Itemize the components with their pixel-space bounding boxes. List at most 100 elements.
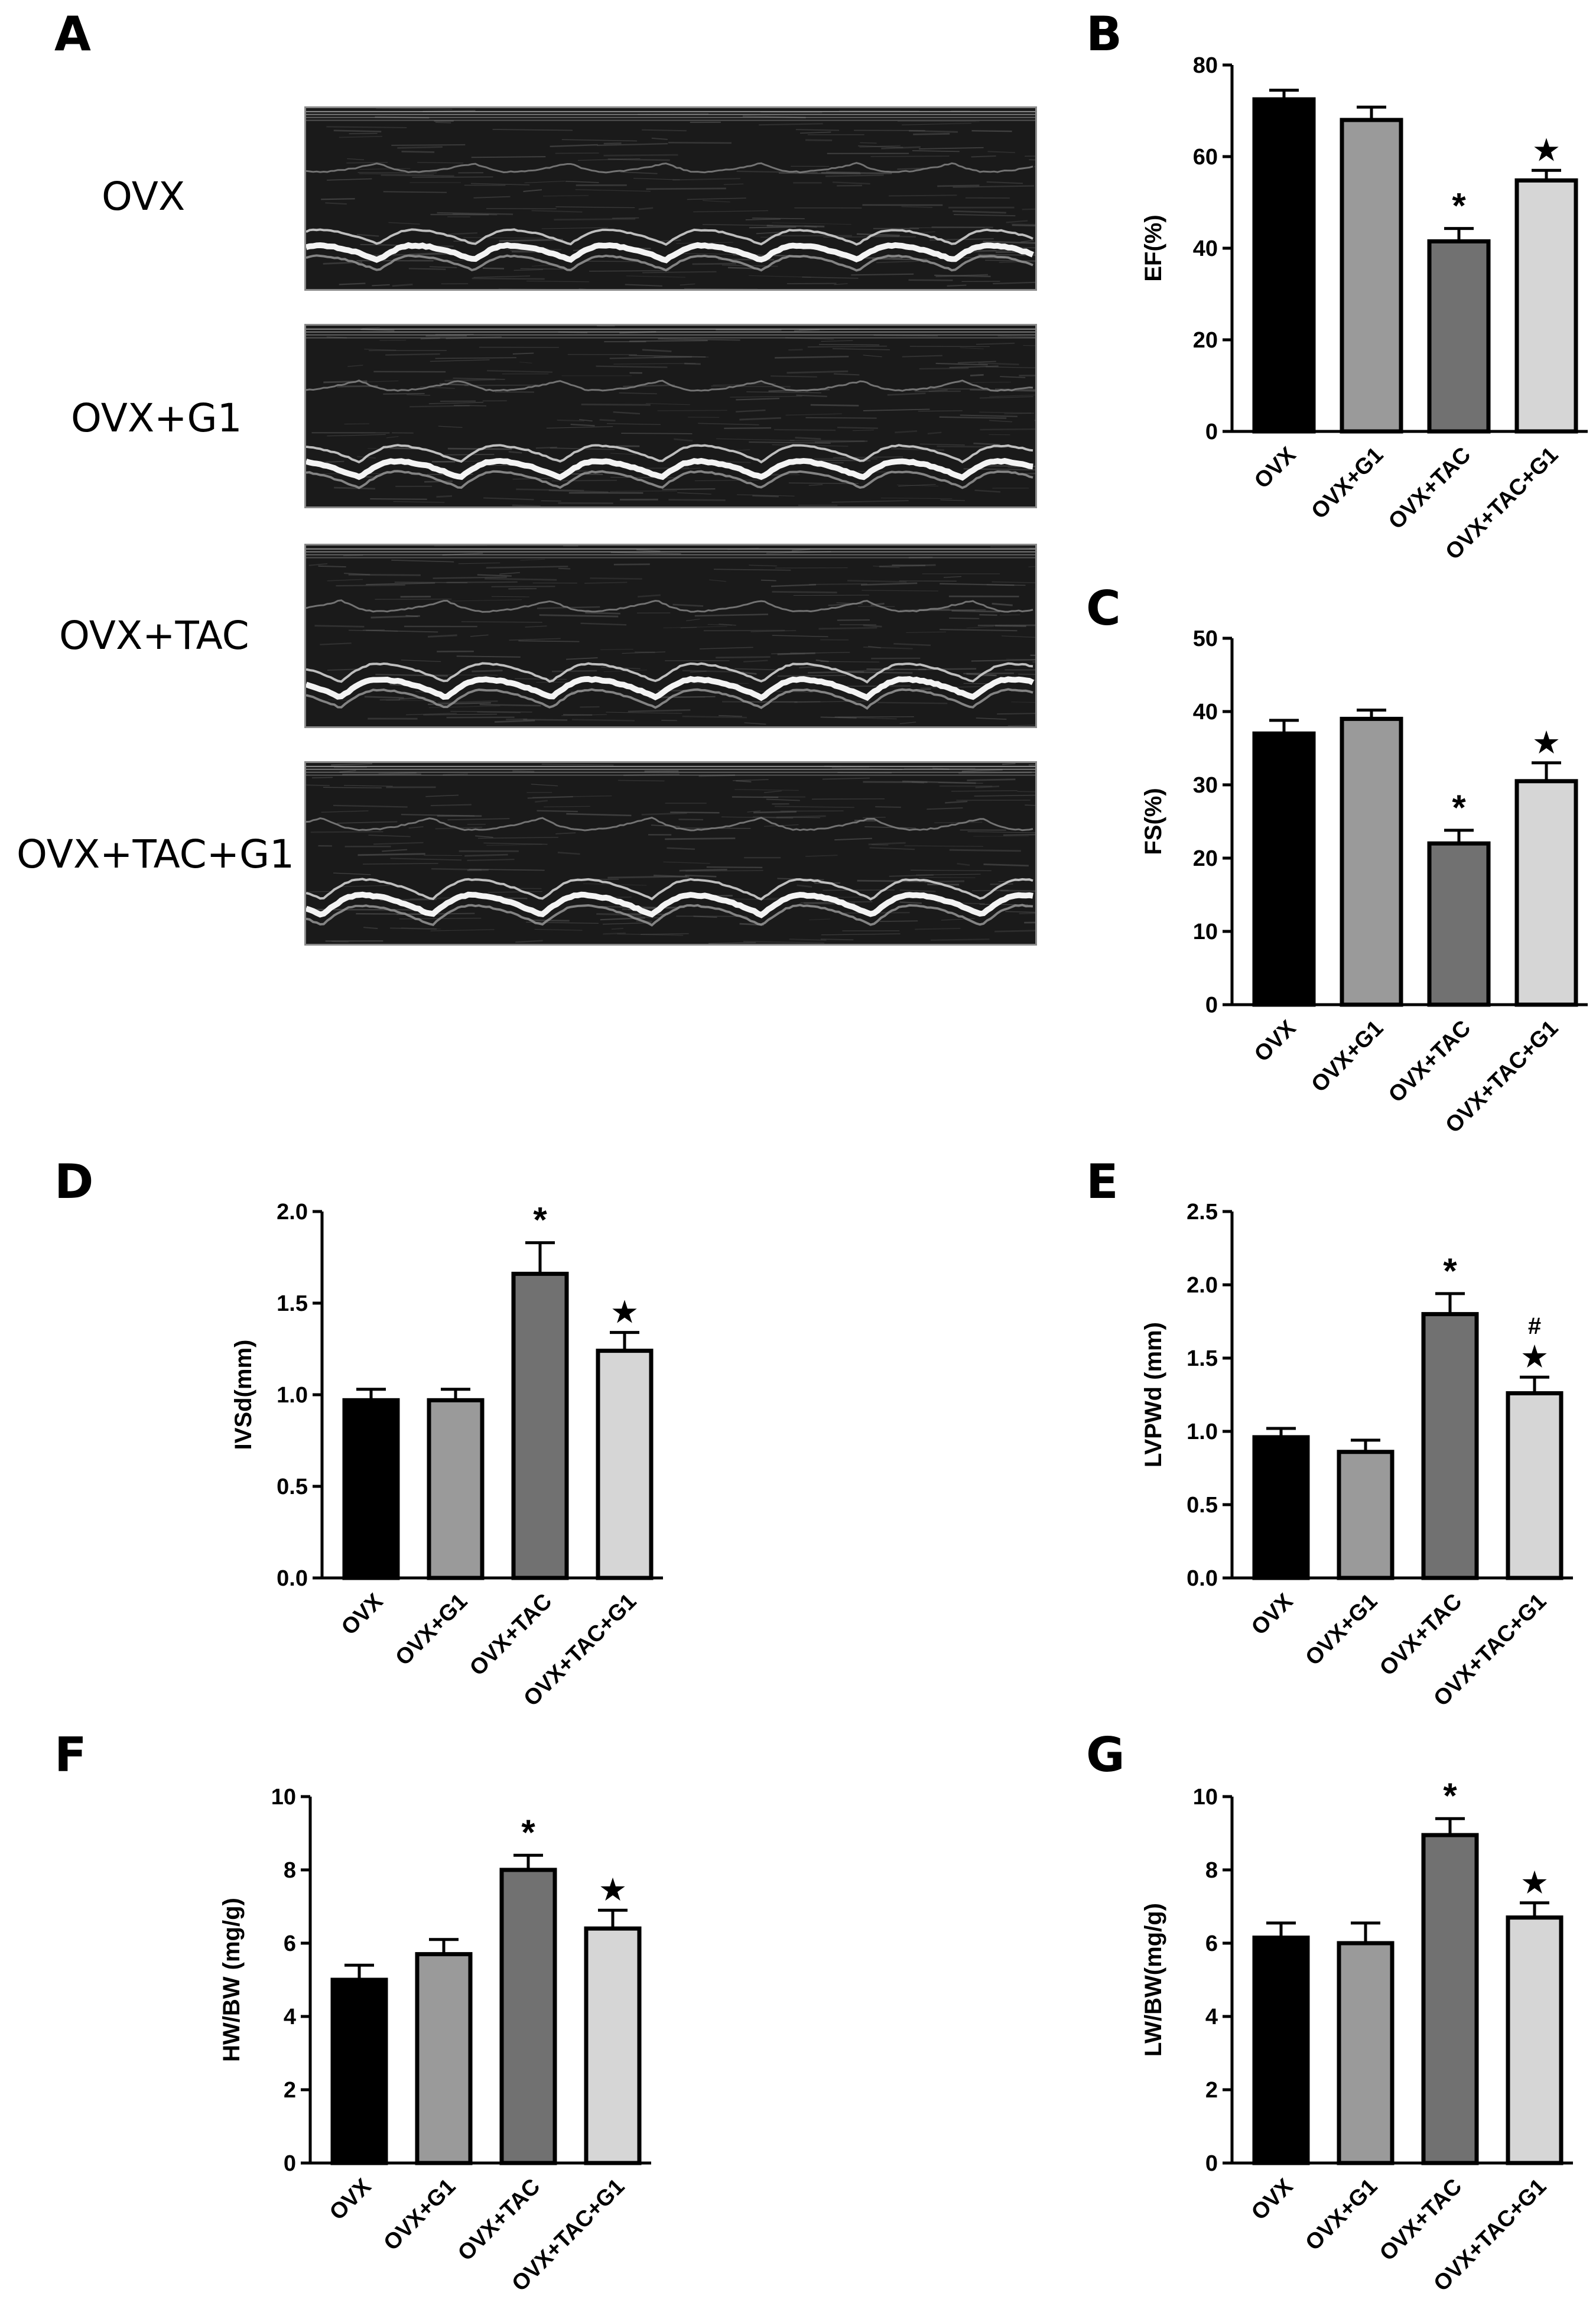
y-tick-label: 0 (1205, 2151, 1218, 2176)
echo-speckle (559, 470, 594, 472)
echo-speckle (340, 885, 391, 887)
echo-speckle (486, 843, 542, 846)
echo-trace-ovx-tac-g1 (306, 763, 1035, 944)
echo-image-ovx (304, 106, 1037, 291)
echo-speckle (971, 155, 996, 158)
echo-speckle (597, 142, 668, 147)
echo-speckle (555, 152, 599, 154)
echo-speckle (873, 566, 900, 569)
echo-wall-trace (306, 817, 1033, 832)
echo-speckle (494, 719, 535, 723)
bar (1252, 1435, 1310, 1580)
echo-speckle (663, 626, 727, 629)
echo-speckle (333, 872, 371, 875)
echo-speckle (581, 403, 651, 406)
echo-speckle (307, 891, 331, 892)
y-tick-label: 20 (1193, 328, 1218, 353)
echo-speckle (473, 275, 531, 278)
echo-speckle (364, 349, 396, 350)
echo-speckle (1004, 413, 1035, 414)
echo-speckle (749, 226, 797, 229)
echo-speckle (401, 151, 435, 153)
echo-wall-trace (306, 662, 1033, 684)
y-tick-label: 20 (1193, 846, 1218, 871)
echo-speckle (953, 185, 1035, 188)
echo-speckle (698, 774, 735, 777)
echo-speckle (431, 868, 482, 871)
echo-speckle (613, 363, 696, 365)
echo-speckle (786, 370, 849, 374)
echo-speckle (976, 717, 1007, 720)
echo-speckle (638, 594, 661, 597)
echo-image-ovx-tac (304, 544, 1037, 728)
echo-speckle (609, 356, 693, 359)
echo-wall-trace (306, 379, 1033, 392)
echo-speckle (555, 832, 576, 834)
y-tick-label: 1.0 (1187, 1420, 1218, 1444)
echo-speckle (702, 224, 773, 226)
echo-speckle (802, 277, 859, 279)
echo-speckle (633, 178, 680, 180)
echo-wall-trace (306, 599, 1033, 613)
echo-speckle (863, 624, 882, 628)
echo-speckle (960, 414, 1018, 417)
echo-wall-trace (306, 891, 1033, 918)
echo-speckle (638, 207, 654, 210)
echo-speckle (993, 281, 1035, 285)
echo-speckle (832, 181, 870, 185)
echo-speckle (512, 352, 534, 355)
echo-speckle (687, 197, 746, 200)
echo-speckle (938, 782, 983, 784)
echo-speckle (470, 183, 530, 186)
echo-speckle (951, 609, 1000, 613)
echo-speckle (809, 918, 831, 921)
echo-speckle (479, 703, 541, 707)
echo-speckle (625, 284, 662, 287)
echo-speckle (708, 942, 756, 944)
bar (1514, 178, 1578, 434)
echo-speckle (983, 241, 1035, 244)
echo-speckle (940, 583, 1015, 586)
echo-speckle (668, 499, 726, 501)
echo-wall-trace (306, 904, 1033, 927)
echo-speckle (359, 168, 411, 170)
echo-speckle (934, 821, 983, 824)
echo-speckle (680, 283, 695, 285)
y-axis-label: IVSd(mm) (230, 1340, 256, 1450)
significance-marker: * (1452, 186, 1466, 226)
echo-speckle (716, 438, 795, 441)
echo-speckle (961, 769, 1003, 772)
echo-speckle (397, 146, 443, 149)
echo-speckle (621, 433, 693, 434)
echo-speckle (428, 705, 500, 709)
echo-speckle (657, 410, 727, 411)
echo-speckle (814, 440, 868, 443)
y-tick-label: 0.5 (277, 1475, 308, 1499)
x-tick-label: OVX+G1 (379, 2174, 460, 2256)
echo-speckle (864, 826, 916, 829)
y-tick-label: 6 (1205, 1931, 1218, 1956)
echo-wall-trace (306, 242, 1034, 264)
echo-speckle (524, 180, 565, 183)
echo-speckle (1030, 654, 1035, 656)
echo-background (306, 545, 1035, 726)
y-tick-label: 40 (1193, 236, 1218, 261)
echo-speckle (749, 564, 777, 567)
y-tick-label: 0.0 (277, 1566, 308, 1591)
echo-speckle (895, 430, 918, 434)
echo-speckle (642, 271, 717, 274)
echo-speckle (423, 713, 498, 716)
y-tick-label: 0.5 (1187, 1493, 1218, 1518)
echo-speckle (590, 577, 642, 580)
echo-speckle (651, 824, 680, 827)
echo-speckle (642, 349, 672, 352)
bar (1427, 239, 1491, 434)
echo-speckle (684, 288, 758, 289)
significance-marker: ★ (1522, 1342, 1547, 1373)
echo-speckle (831, 896, 879, 898)
echo-speckle (1012, 224, 1035, 227)
y-tick-label: 0.0 (1187, 1566, 1218, 1591)
echo-speckle (869, 847, 915, 850)
echo-speckle (394, 582, 468, 583)
panel-letter-b: B (1086, 7, 1122, 61)
